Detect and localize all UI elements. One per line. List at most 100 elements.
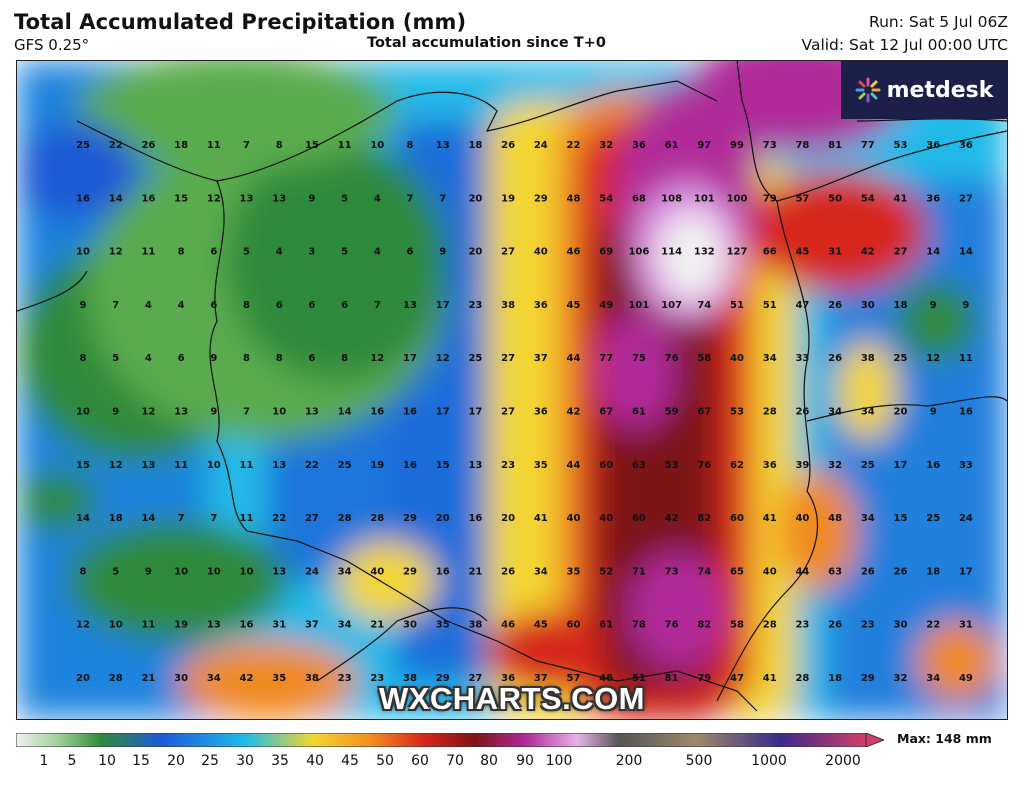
legend-tick-label: 10 — [98, 753, 116, 769]
grid-value: 6 — [308, 300, 315, 311]
grid-value: 34 — [207, 673, 221, 684]
grid-value: 5 — [341, 193, 348, 204]
grid-value: 10 — [207, 460, 221, 471]
grid-value: 4 — [276, 247, 283, 258]
grid-value: 7 — [243, 140, 250, 151]
grid-value: 107 — [661, 300, 682, 311]
grid-value: 60 — [599, 460, 613, 471]
grid-value: 41 — [894, 193, 908, 204]
grid-value: 4 — [145, 300, 152, 311]
grid-value: 42 — [861, 247, 875, 258]
grid-value: 42 — [665, 513, 679, 524]
grid-value: 10 — [76, 247, 90, 258]
grid-value: 37 — [534, 353, 548, 364]
grid-value: 41 — [534, 513, 548, 524]
grid-value: 9 — [930, 407, 937, 418]
grid-value: 9 — [112, 407, 119, 418]
grid-value: 53 — [665, 460, 679, 471]
grid-value: 46 — [501, 620, 515, 631]
grid-value: 38 — [501, 300, 515, 311]
grid-value: 38 — [468, 620, 482, 631]
grid-value: 9 — [210, 407, 217, 418]
chart-subtitle: Total accumulation since T+0 — [367, 35, 606, 51]
grid-value: 11 — [207, 140, 221, 151]
grid-value: 60 — [632, 513, 646, 524]
grid-value: 48 — [828, 513, 842, 524]
grid-value: 34 — [861, 513, 875, 524]
grid-value: 35 — [534, 460, 548, 471]
grid-value: 8 — [341, 353, 348, 364]
grid-value: 26 — [894, 566, 908, 577]
grid-value: 14 — [926, 247, 940, 258]
grid-value: 8 — [276, 140, 283, 151]
grid-value: 10 — [370, 140, 384, 151]
grid-value: 46 — [599, 673, 613, 684]
grid-value: 26 — [501, 566, 515, 577]
grid-value: 40 — [534, 247, 548, 258]
grid-value: 40 — [730, 353, 744, 364]
grid-value: 26 — [861, 566, 875, 577]
grid-value: 6 — [308, 353, 315, 364]
grid-value: 16 — [141, 193, 155, 204]
grid-value: 5 — [243, 247, 250, 258]
run-label: Run: Sat 5 Jul 06Z — [869, 13, 1008, 31]
grid-value: 14 — [959, 247, 973, 258]
grid-value: 13 — [468, 460, 482, 471]
grid-value: 12 — [109, 247, 123, 258]
grid-value: 11 — [141, 620, 155, 631]
grid-value: 45 — [795, 247, 809, 258]
legend-tick-label: 100 — [545, 753, 573, 769]
grid-value: 49 — [959, 673, 973, 684]
grid-value: 23 — [338, 673, 352, 684]
grid-value: 12 — [436, 353, 450, 364]
legend-tick-label: 45 — [341, 753, 359, 769]
grid-value: 81 — [828, 140, 842, 151]
grid-value: 11 — [174, 460, 188, 471]
grid-value: 26 — [828, 300, 842, 311]
grid-value: 27 — [501, 353, 515, 364]
grid-value: 34 — [926, 673, 940, 684]
grid-value: 101 — [694, 193, 715, 204]
legend-tick-label: 1000 — [751, 753, 787, 769]
grid-value: 40 — [599, 513, 613, 524]
grid-value: 42 — [240, 673, 254, 684]
grid-value: 19 — [174, 620, 188, 631]
grid-value: 15 — [305, 140, 319, 151]
grid-value: 58 — [730, 620, 744, 631]
grid-value: 62 — [730, 460, 744, 471]
grid-value: 16 — [403, 460, 417, 471]
grid-value: 10 — [174, 566, 188, 577]
grid-value: 18 — [894, 300, 908, 311]
grid-value: 18 — [109, 513, 123, 524]
grid-value: 27 — [305, 513, 319, 524]
grid-value: 15 — [76, 460, 90, 471]
grid-value: 81 — [665, 673, 679, 684]
grid-value: 38 — [861, 353, 875, 364]
legend-tick-label: 500 — [685, 753, 713, 769]
grid-value: 6 — [276, 300, 283, 311]
grid-value: 41 — [763, 673, 777, 684]
grid-value: 36 — [534, 300, 548, 311]
grid-value: 7 — [178, 513, 185, 524]
logo-text: metdesk — [886, 77, 994, 103]
grid-value: 67 — [599, 407, 613, 418]
map-canvas: 25 22 26 18 11 7 8 15 11 10 8 13 18 26 24 22 32 36 61 97 99 7… — [17, 61, 1007, 719]
grid-value: 21 — [141, 673, 155, 684]
grid-value: 32 — [894, 673, 908, 684]
grid-value: 54 — [861, 193, 875, 204]
grid-value: 6 — [341, 300, 348, 311]
legend-tick-label: 2000 — [825, 753, 861, 769]
grid-value: 82 — [697, 620, 711, 631]
grid-value: 8 — [276, 353, 283, 364]
grid-value: 12 — [370, 353, 384, 364]
grid-value: 61 — [632, 407, 646, 418]
grid-value: 78 — [632, 620, 646, 631]
grid-value: 73 — [763, 140, 777, 151]
grid-value: 4 — [374, 247, 381, 258]
grid-value: 101 — [628, 300, 649, 311]
grid-value: 38 — [403, 673, 417, 684]
grid-value: 66 — [763, 247, 777, 258]
grid-value: 18 — [468, 140, 482, 151]
grid-value: 9 — [962, 300, 969, 311]
grid-value: 11 — [338, 140, 352, 151]
